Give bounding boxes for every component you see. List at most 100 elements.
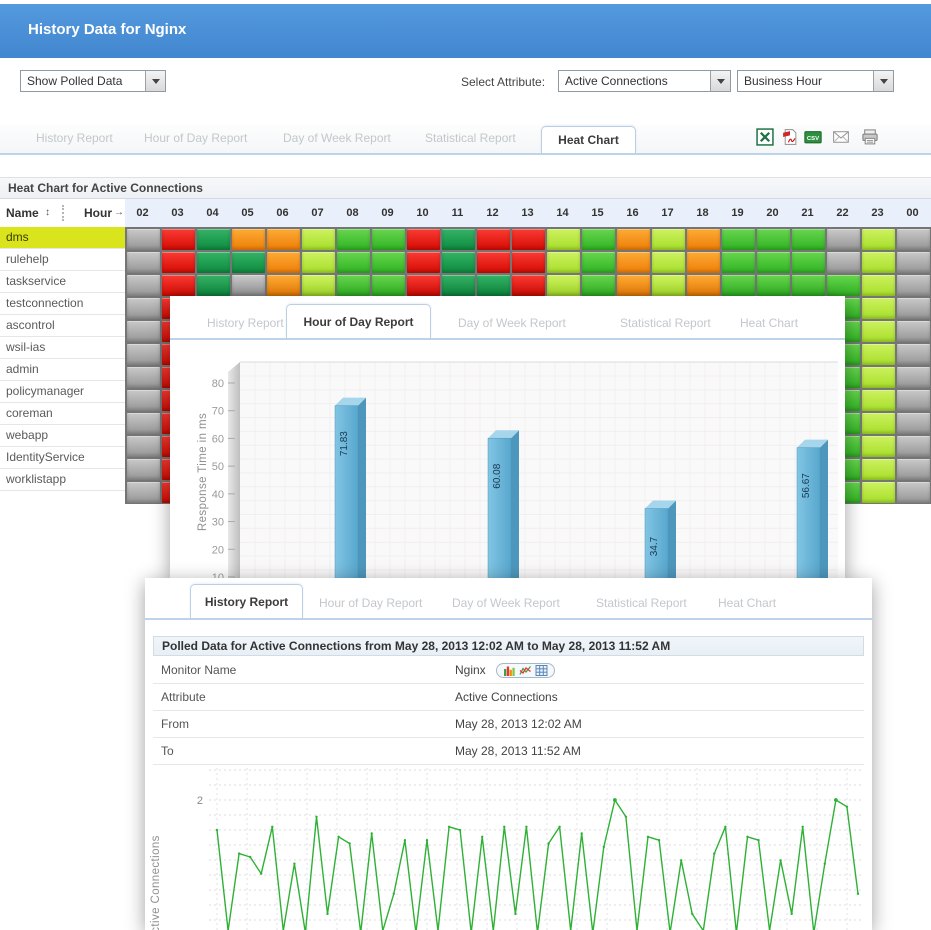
heat-cell[interactable] [862,275,895,296]
heat-cell[interactable] [127,367,160,388]
heat-cell[interactable] [372,275,405,296]
heat-cell[interactable] [162,229,195,250]
hour-header[interactable]: 03 [171,207,184,219]
hour-header[interactable]: 18 [696,207,709,219]
popup1-tab-hour-of-day-active[interactable]: Hour of Day Report [286,304,431,338]
heat-cell[interactable] [652,252,685,273]
heat-cell[interactable] [302,229,335,250]
heat-cell[interactable] [127,229,160,250]
heat-cell[interactable] [547,229,580,250]
heat-cell[interactable] [862,367,895,388]
heat-cell[interactable] [792,275,825,296]
heat-cell[interactable] [687,229,720,250]
heat-cell[interactable] [897,252,930,273]
heat-cell[interactable] [127,252,160,273]
heat-cell[interactable] [722,275,755,296]
tab-statistical-report[interactable]: Statistical Report [425,131,516,145]
heat-cell[interactable] [372,229,405,250]
heat-cell[interactable] [897,482,930,503]
heat-cell[interactable] [127,436,160,457]
heat-cell[interactable] [232,275,265,296]
popup2-tab-history-active[interactable]: History Report [190,584,303,618]
heat-cell[interactable] [757,252,790,273]
popup2-tab-day-of-week-report[interactable]: Day of Week Report [452,596,560,610]
heat-cell[interactable] [862,459,895,480]
chevron-down-icon[interactable] [710,71,730,91]
monitor-row-name[interactable]: wsil-ias [0,337,125,359]
heat-cell[interactable] [897,390,930,411]
show-polled-data-select[interactable]: Show Polled Data [20,70,166,92]
heat-cell[interactable] [547,252,580,273]
name-column-header[interactable]: Name [6,206,39,220]
heat-cell[interactable] [897,344,930,365]
monitor-row-name[interactable]: ascontrol [0,315,125,337]
heat-cell[interactable] [127,275,160,296]
heat-cell[interactable] [407,275,440,296]
hour-header[interactable]: 11 [451,207,464,219]
heat-cell[interactable] [897,436,930,457]
heat-cell[interactable] [197,229,230,250]
heat-cell[interactable] [897,275,930,296]
tab-heat-chart-active[interactable]: Heat Chart [541,126,636,153]
monitor-chart-links[interactable] [495,663,555,678]
attribute-select[interactable]: Active Connections [558,70,731,92]
heat-cell[interactable] [512,229,545,250]
heat-cell[interactable] [862,298,895,319]
heat-cell[interactable] [617,229,650,250]
excel-icon[interactable] [756,128,774,146]
tab-hour-of-day-report[interactable]: Hour of Day Report [144,131,248,145]
heat-cell[interactable] [302,252,335,273]
hour-header[interactable]: 10 [416,207,429,219]
heat-cell[interactable] [127,482,160,503]
popup1-tab-day-of-week-report[interactable]: Day of Week Report [458,316,566,330]
heat-cell[interactable] [617,275,650,296]
heat-cell[interactable] [862,436,895,457]
heat-cell[interactable] [512,275,545,296]
heat-cell[interactable] [722,252,755,273]
heat-cell[interactable] [197,252,230,273]
heat-cell[interactable] [162,252,195,273]
heat-cell[interactable] [232,252,265,273]
hour-header[interactable]: 02 [136,207,149,219]
monitor-row-name[interactable]: testconnection [0,293,125,315]
email-icon[interactable] [832,128,850,146]
sort-icon[interactable]: ↕ [45,207,50,218]
hour-header[interactable]: 20 [766,207,779,219]
popup1-tab-heat-chart[interactable]: Heat Chart [740,316,799,330]
heat-cell[interactable] [477,252,510,273]
hour-header[interactable]: 17 [661,207,674,219]
heat-cell[interactable] [442,252,475,273]
heat-cell[interactable] [547,275,580,296]
hour-column-header[interactable]: Hour [84,206,112,220]
heat-cell[interactable] [827,252,860,273]
bar-chart-icon[interactable] [503,665,516,676]
print-icon[interactable] [861,128,879,146]
heat-cell[interactable] [512,252,545,273]
tab-history-report[interactable]: History Report [36,131,113,145]
heat-cell[interactable] [652,275,685,296]
heat-cell[interactable] [582,229,615,250]
monitor-row-name[interactable]: IdentityService [0,447,125,469]
heat-cell[interactable] [337,252,370,273]
heat-cell[interactable] [477,229,510,250]
heat-cell[interactable] [792,252,825,273]
heat-cell[interactable] [232,229,265,250]
hour-header[interactable]: 19 [731,207,744,219]
popup2-tab-statistical-report[interactable]: Statistical Report [596,596,687,610]
heat-cell[interactable] [897,367,930,388]
heat-cell[interactable] [442,229,475,250]
hour-header[interactable]: 04 [206,207,219,219]
heat-cell[interactable] [197,275,230,296]
heat-cell[interactable] [897,459,930,480]
line-chart-icon[interactable] [519,665,532,676]
heat-cell[interactable] [267,252,300,273]
heat-cell[interactable] [477,275,510,296]
heat-cell[interactable] [792,229,825,250]
heat-cell[interactable] [267,275,300,296]
heat-cell[interactable] [687,275,720,296]
hour-header[interactable]: 16 [626,207,639,219]
heat-cell[interactable] [337,229,370,250]
heat-cell[interactable] [897,229,930,250]
hour-header[interactable]: 09 [381,207,394,219]
heat-cell[interactable] [127,390,160,411]
